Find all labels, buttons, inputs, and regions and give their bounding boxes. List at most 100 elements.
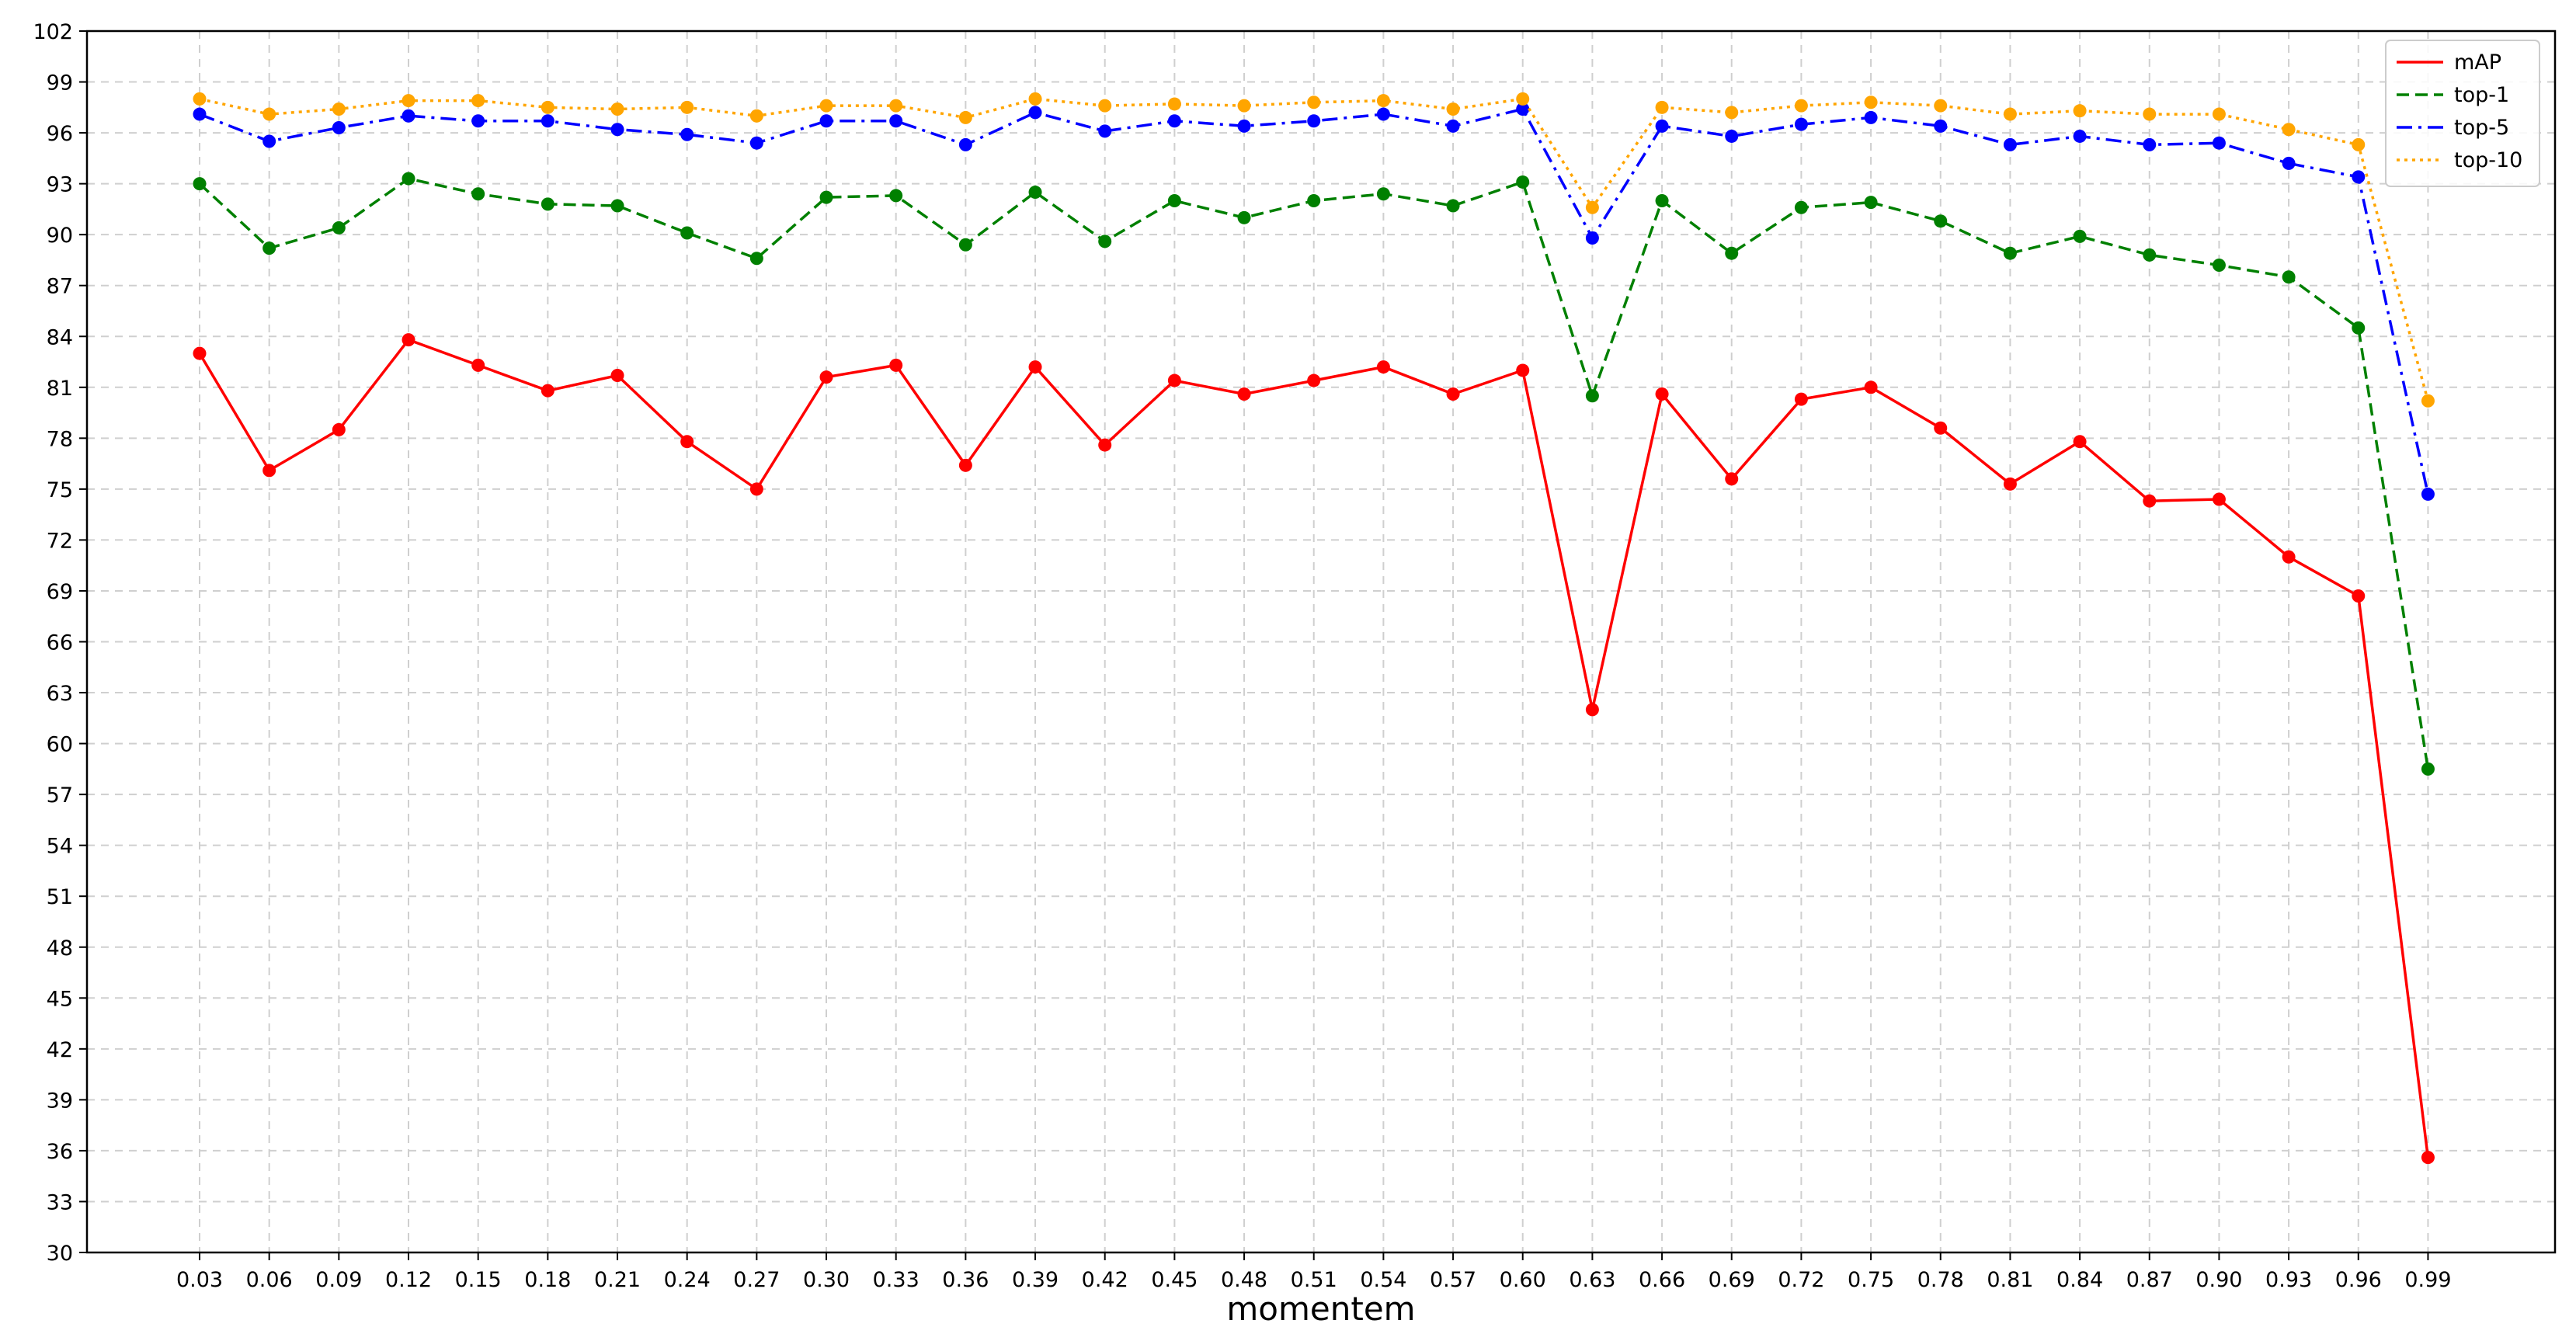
series-line-top-10 [199, 97, 2430, 401]
data-point [1446, 119, 1460, 133]
data-point [1167, 373, 1181, 387]
data-point [610, 123, 624, 137]
y-tick-label: 30 [47, 1242, 73, 1266]
data-point [1655, 387, 1669, 401]
data-point [680, 435, 694, 449]
data-point [1376, 107, 1390, 121]
data-point [2073, 129, 2087, 143]
y-tick-label: 93 [47, 173, 73, 197]
x-tick-label: 0.48 [1221, 1268, 1267, 1292]
data-point [2212, 136, 2226, 150]
data-point [819, 99, 833, 113]
data-point [1864, 96, 1878, 109]
data-point [1098, 99, 1112, 113]
data-point [2143, 107, 2157, 121]
data-point [819, 114, 833, 128]
data-point [2352, 170, 2366, 184]
data-point [471, 358, 485, 372]
data-point [2143, 248, 2157, 262]
y-tick-label: 36 [47, 1140, 73, 1164]
data-point [1307, 96, 1321, 109]
x-tick-label: 0.54 [1360, 1268, 1406, 1292]
data-point [2282, 156, 2296, 170]
series-group [193, 92, 2435, 1165]
data-point [1237, 99, 1251, 113]
legend: mAP top-1 top-5 top-10 [2385, 40, 2540, 187]
data-point [2352, 321, 2366, 335]
y-tick-label: 54 [47, 835, 73, 859]
series-top-10 [193, 92, 2435, 408]
x-tick-label: 0.75 [1848, 1268, 1894, 1292]
x-tick-label: 0.87 [2126, 1268, 2173, 1292]
data-point [1655, 100, 1669, 114]
data-point [541, 100, 554, 114]
data-point [1934, 119, 1948, 133]
data-point [402, 94, 415, 108]
data-point [1098, 124, 1112, 138]
data-point [2073, 435, 2087, 449]
data-point [819, 370, 833, 384]
data-point [1028, 186, 1042, 200]
data-point [680, 100, 694, 114]
data-point [1864, 110, 1878, 124]
data-point [1934, 421, 1948, 435]
y-tick-label: 63 [47, 682, 73, 706]
data-point [262, 107, 276, 121]
data-point [610, 368, 624, 382]
y-tick-label: 102 [33, 20, 73, 44]
legend-label: top-10 [2454, 148, 2522, 172]
series-top-1 [193, 172, 2435, 776]
series-top-5 [193, 102, 2435, 501]
data-point [1446, 387, 1460, 401]
data-point [1098, 438, 1112, 452]
data-point [1655, 193, 1669, 207]
x-tick-label: 0.63 [1569, 1268, 1615, 1292]
x-tick-label: 0.90 [2195, 1268, 2242, 1292]
x-tick-label: 0.18 [524, 1268, 571, 1292]
data-point [402, 172, 415, 186]
data-point [2073, 104, 2087, 118]
data-point [402, 333, 415, 347]
x-tick-label: 0.72 [1778, 1268, 1824, 1292]
data-point [958, 238, 972, 252]
data-point [889, 189, 903, 203]
data-point [471, 114, 485, 128]
data-point [1167, 97, 1181, 111]
x-tick-label: 0.39 [1012, 1268, 1059, 1292]
data-point [332, 422, 346, 436]
data-point [402, 109, 415, 123]
x-tick-label: 0.66 [1639, 1268, 1685, 1292]
data-point [2212, 492, 2226, 506]
data-point [193, 346, 207, 360]
axis-ticks: 30 33 36 39 42 45 48 51 54 57 60 63 66 69 72 75 78 81 84 87… [33, 20, 2451, 1292]
data-point [1655, 119, 1669, 133]
data-point [1516, 175, 1530, 189]
data-point [1794, 117, 1808, 131]
data-point [541, 384, 554, 398]
data-point [1307, 114, 1321, 128]
data-point [193, 177, 207, 191]
data-point [889, 358, 903, 372]
data-point [471, 94, 485, 108]
data-point [958, 110, 972, 124]
data-point [1237, 119, 1251, 133]
data-point [1237, 210, 1251, 224]
y-tick-label: 33 [47, 1190, 73, 1214]
data-point [1864, 380, 1878, 394]
data-point [749, 252, 763, 266]
data-point [2421, 762, 2435, 776]
y-tick-label: 75 [47, 478, 73, 502]
y-tick-label: 42 [47, 1038, 73, 1062]
x-tick-label: 0.84 [2056, 1268, 2103, 1292]
data-point [2352, 589, 2366, 603]
data-point [1516, 102, 1530, 116]
data-point [2003, 477, 2017, 491]
data-point [332, 102, 346, 116]
data-point [1098, 235, 1112, 248]
data-point [1794, 392, 1808, 406]
data-point [2003, 137, 2017, 151]
y-tick-label: 51 [47, 885, 73, 909]
data-point [2282, 270, 2296, 284]
y-tick-label: 96 [47, 122, 73, 146]
legend-label: top-1 [2454, 83, 2509, 107]
